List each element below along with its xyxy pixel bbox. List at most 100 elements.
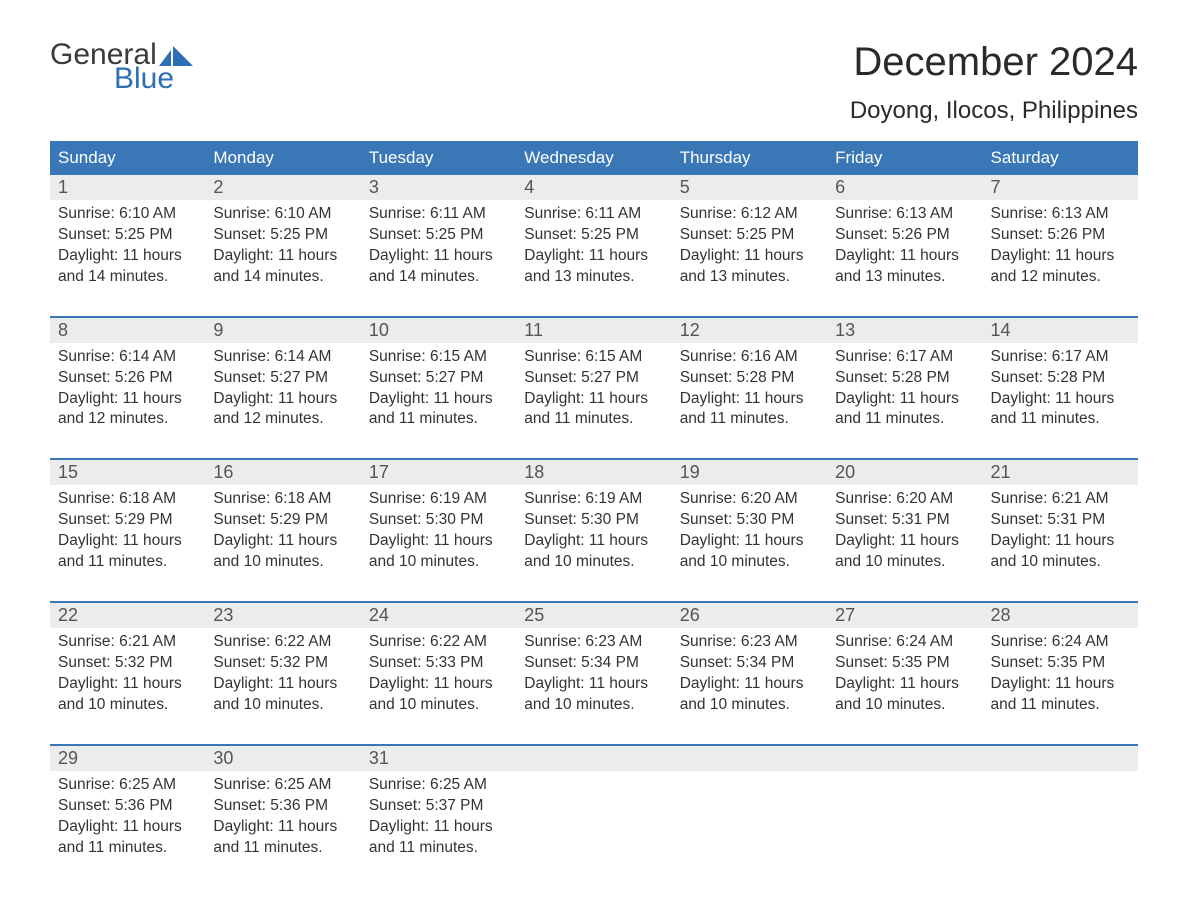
day-cell: Sunrise: 6:10 AMSunset: 5:25 PMDaylight:… (205, 200, 360, 317)
daylight-line2: and 11 minutes. (58, 552, 197, 573)
daylight-line1: Daylight: 11 hours (213, 531, 352, 552)
sunset-text: Sunset: 5:28 PM (835, 368, 974, 389)
day-cell: Sunrise: 6:14 AMSunset: 5:27 PMDaylight:… (205, 343, 360, 460)
sunrise-text: Sunrise: 6:14 AM (58, 347, 197, 368)
day-number (516, 746, 671, 771)
daylight-line2: and 13 minutes. (524, 267, 663, 288)
daylight-line1: Daylight: 11 hours (369, 674, 508, 695)
brand-blue: Blue (114, 64, 193, 94)
daylight-line2: and 10 minutes. (835, 552, 974, 573)
daylight-line1: Daylight: 11 hours (524, 531, 663, 552)
sunset-text: Sunset: 5:29 PM (58, 510, 197, 531)
daylight-line2: and 13 minutes. (835, 267, 974, 288)
sunset-text: Sunset: 5:27 PM (369, 368, 508, 389)
daynum-row: 1234567 (50, 175, 1138, 200)
day-cell: Sunrise: 6:23 AMSunset: 5:34 PMDaylight:… (516, 628, 671, 745)
daydata-row: Sunrise: 6:25 AMSunset: 5:36 PMDaylight:… (50, 771, 1138, 887)
daylight-line2: and 14 minutes. (369, 267, 508, 288)
day-cell: Sunrise: 6:16 AMSunset: 5:28 PMDaylight:… (672, 343, 827, 460)
daynum-row: 891011121314 (50, 318, 1138, 343)
day-cell: Sunrise: 6:18 AMSunset: 5:29 PMDaylight:… (205, 485, 360, 602)
daylight-line1: Daylight: 11 hours (991, 531, 1130, 552)
sunset-text: Sunset: 5:25 PM (524, 225, 663, 246)
day-cell: Sunrise: 6:22 AMSunset: 5:33 PMDaylight:… (361, 628, 516, 745)
daylight-line2: and 11 minutes. (680, 409, 819, 430)
daylight-line2: and 10 minutes. (524, 695, 663, 716)
daylight-line2: and 11 minutes. (369, 409, 508, 430)
sunset-text: Sunset: 5:36 PM (58, 796, 197, 817)
daylight-line1: Daylight: 11 hours (524, 246, 663, 267)
day-cell: Sunrise: 6:20 AMSunset: 5:31 PMDaylight:… (827, 485, 982, 602)
day-number: 23 (205, 603, 360, 628)
daylight-line2: and 10 minutes. (991, 552, 1130, 573)
day-cell: Sunrise: 6:21 AMSunset: 5:31 PMDaylight:… (983, 485, 1138, 602)
daylight-line2: and 10 minutes. (835, 695, 974, 716)
day-number: 18 (516, 460, 671, 485)
day-number: 30 (205, 746, 360, 771)
sunset-text: Sunset: 5:34 PM (680, 653, 819, 674)
brand-logo: General Blue (50, 40, 193, 94)
day-cell: Sunrise: 6:11 AMSunset: 5:25 PMDaylight:… (516, 200, 671, 317)
daylight-line1: Daylight: 11 hours (58, 389, 197, 410)
sunset-text: Sunset: 5:30 PM (524, 510, 663, 531)
daylight-line1: Daylight: 11 hours (835, 246, 974, 267)
daylight-line1: Daylight: 11 hours (835, 389, 974, 410)
sunrise-text: Sunrise: 6:25 AM (58, 775, 197, 796)
sunset-text: Sunset: 5:29 PM (213, 510, 352, 531)
daylight-line2: and 10 minutes. (58, 695, 197, 716)
day-header-row: Sunday Monday Tuesday Wednesday Thursday… (50, 141, 1138, 175)
daylight-line2: and 11 minutes. (58, 838, 197, 859)
daylight-line1: Daylight: 11 hours (369, 246, 508, 267)
daylight-line1: Daylight: 11 hours (991, 389, 1130, 410)
daynum-row: 22232425262728 (50, 603, 1138, 628)
day-cell: Sunrise: 6:13 AMSunset: 5:26 PMDaylight:… (983, 200, 1138, 317)
sunset-text: Sunset: 5:35 PM (835, 653, 974, 674)
daylight-line2: and 10 minutes. (213, 695, 352, 716)
day-header: Monday (205, 141, 360, 175)
daylight-line1: Daylight: 11 hours (213, 389, 352, 410)
day-number: 5 (672, 175, 827, 200)
day-number: 13 (827, 318, 982, 343)
day-header: Tuesday (361, 141, 516, 175)
day-cell: Sunrise: 6:13 AMSunset: 5:26 PMDaylight:… (827, 200, 982, 317)
daylight-line1: Daylight: 11 hours (58, 246, 197, 267)
location: Doyong, Ilocos, Philippines (850, 97, 1138, 125)
day-cell: Sunrise: 6:24 AMSunset: 5:35 PMDaylight:… (827, 628, 982, 745)
daylight-line1: Daylight: 11 hours (58, 531, 197, 552)
sunset-text: Sunset: 5:30 PM (680, 510, 819, 531)
day-number: 11 (516, 318, 671, 343)
day-number: 3 (361, 175, 516, 200)
sunrise-text: Sunrise: 6:18 AM (58, 489, 197, 510)
header-row: General Blue December 2024 Doyong, Iloco… (50, 40, 1138, 135)
daylight-line1: Daylight: 11 hours (369, 817, 508, 838)
day-number: 9 (205, 318, 360, 343)
sunrise-text: Sunrise: 6:24 AM (991, 632, 1130, 653)
day-cell: Sunrise: 6:12 AMSunset: 5:25 PMDaylight:… (672, 200, 827, 317)
sunrise-text: Sunrise: 6:23 AM (680, 632, 819, 653)
daylight-line2: and 14 minutes. (58, 267, 197, 288)
sunset-text: Sunset: 5:35 PM (991, 653, 1130, 674)
title-block: December 2024 Doyong, Ilocos, Philippine… (850, 40, 1138, 135)
sunrise-text: Sunrise: 6:13 AM (991, 204, 1130, 225)
daylight-line2: and 12 minutes. (991, 267, 1130, 288)
sunrise-text: Sunrise: 6:18 AM (213, 489, 352, 510)
day-number: 31 (361, 746, 516, 771)
daylight-line1: Daylight: 11 hours (835, 531, 974, 552)
sunrise-text: Sunrise: 6:17 AM (835, 347, 974, 368)
day-cell: Sunrise: 6:22 AMSunset: 5:32 PMDaylight:… (205, 628, 360, 745)
daylight-line2: and 10 minutes. (213, 552, 352, 573)
day-number: 27 (827, 603, 982, 628)
daylight-line2: and 10 minutes. (369, 695, 508, 716)
sunrise-text: Sunrise: 6:19 AM (369, 489, 508, 510)
day-cell (672, 771, 827, 887)
day-cell: Sunrise: 6:11 AMSunset: 5:25 PMDaylight:… (361, 200, 516, 317)
sunrise-text: Sunrise: 6:22 AM (213, 632, 352, 653)
sunset-text: Sunset: 5:31 PM (991, 510, 1130, 531)
daylight-line2: and 10 minutes. (524, 552, 663, 573)
day-number (983, 746, 1138, 771)
sunset-text: Sunset: 5:25 PM (369, 225, 508, 246)
sunrise-text: Sunrise: 6:23 AM (524, 632, 663, 653)
day-cell: Sunrise: 6:19 AMSunset: 5:30 PMDaylight:… (516, 485, 671, 602)
daydata-row: Sunrise: 6:10 AMSunset: 5:25 PMDaylight:… (50, 200, 1138, 317)
sunset-text: Sunset: 5:36 PM (213, 796, 352, 817)
